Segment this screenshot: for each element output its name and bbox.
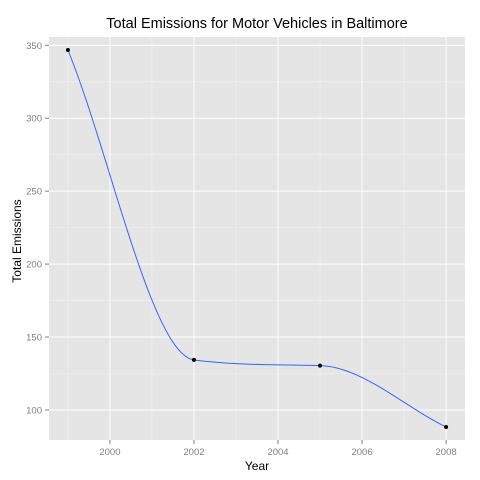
x-axis-title: Year <box>245 459 269 473</box>
x-tick-label: 2002 <box>183 447 204 458</box>
panel-background <box>49 37 465 440</box>
y-tick-label: 250 <box>26 187 42 198</box>
x-tick-label: 2006 <box>351 447 372 458</box>
data-point-2002 <box>191 357 196 362</box>
x-tick-label: 2000 <box>99 447 120 458</box>
plot-area: 2000 2002 2004 2006 2008 100 150 200 250 300 350 <box>26 37 465 458</box>
y-tick-label: 150 <box>26 333 42 344</box>
data-point-2005 <box>318 363 323 368</box>
series-line-0 <box>67 49 447 428</box>
y-tick-label: 300 <box>26 114 42 125</box>
x-tick-label: 2004 <box>267 447 288 458</box>
data-point-1999 <box>65 47 70 52</box>
y-axis-title: Total Emissions <box>10 199 24 282</box>
chart-title: Total Emissions for Motor Vehicles in Ba… <box>106 16 407 32</box>
y-tick-label: 350 <box>26 41 42 52</box>
y-tick-label: 200 <box>26 260 42 271</box>
x-tick-label: 2008 <box>436 447 457 458</box>
y-tick-label: 100 <box>26 405 42 416</box>
data-point-2008 <box>444 425 449 430</box>
